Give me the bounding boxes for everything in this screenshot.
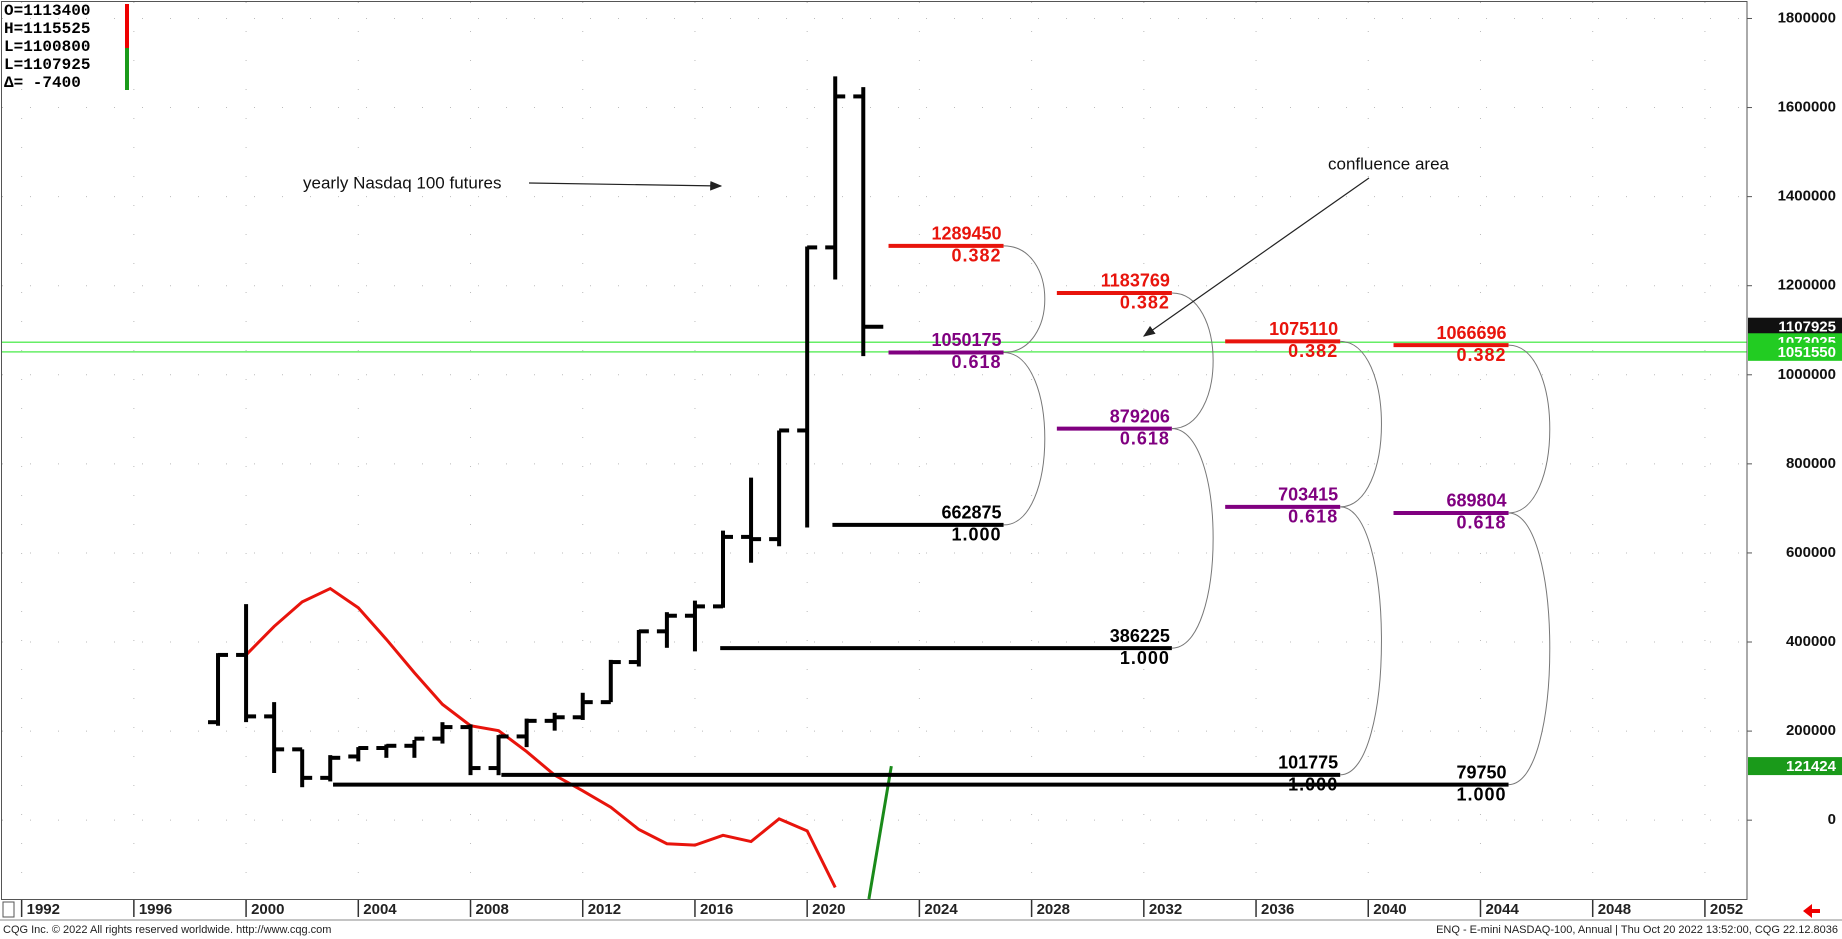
info-bar-green: [125, 48, 129, 90]
x-tick-label: 2044: [1485, 901, 1519, 918]
fib-arc: [1171, 428, 1214, 649]
fib-arc: [1508, 512, 1551, 786]
fib-arc: [1340, 340, 1382, 508]
annotation-arrow: [528, 181, 723, 191]
x-tick-label: 2012: [588, 901, 621, 918]
annotation: confluence area: [1328, 154, 1450, 173]
fib-ratio: 0.382: [1120, 293, 1170, 313]
fib-value: 1289450: [931, 224, 1001, 244]
footer-left: CQG Inc. © 2022 All rights reserved worl…: [3, 924, 331, 936]
fib-ratio: 1.000: [1288, 775, 1338, 795]
x-tick-label: 2008: [476, 901, 509, 918]
y-tick-label: 600000: [1786, 544, 1836, 561]
y-tick-label: 1000000: [1778, 366, 1836, 383]
fib-ratio: 0.382: [1288, 341, 1338, 361]
fib-ratio: 0.618: [952, 352, 1002, 372]
x-tick-label: 2052: [1710, 901, 1743, 918]
annotation: yearly Nasdaq 100 futures: [303, 173, 501, 192]
x-tick-label: 2048: [1598, 901, 1631, 918]
y-tick-label: 400000: [1786, 633, 1836, 650]
fib-arc: [1340, 506, 1382, 776]
annotation-arrow: [1143, 177, 1370, 337]
x-tick-label: 1992: [27, 901, 60, 918]
price-marker: [1748, 317, 1842, 336]
overlay: 0 200000 400000 600000 800000 1000000 1200000 1…: [4, 2, 1842, 918]
info-line: O=1113400: [4, 2, 90, 20]
fib-value: 386225: [1110, 626, 1170, 646]
fib-arc: [1508, 344, 1551, 514]
price-marker-label: 121424: [1786, 758, 1837, 775]
y-tick-label: 200000: [1786, 722, 1836, 739]
fib-ratio: 0.618: [1456, 513, 1506, 533]
x-tick-label: 2024: [924, 901, 958, 918]
x-tick-label: 2028: [1037, 901, 1070, 918]
fib-ratio: 0.382: [952, 246, 1002, 266]
x-tick-label: 2016: [700, 901, 733, 918]
y-tick-label: 0: [1828, 811, 1836, 828]
fib-arc: [1003, 351, 1046, 526]
y-tick-label: 1600000: [1778, 99, 1836, 116]
fib-ratio: 0.618: [1120, 428, 1170, 448]
fib-value: 689804: [1446, 491, 1506, 511]
indicator-line: [867, 765, 893, 899]
scroll-box[interactable]: [2, 901, 15, 918]
price-marker-label: 1051550: [1778, 344, 1836, 361]
fib-value: 79750: [1456, 762, 1506, 782]
info-line: L=1107925: [4, 56, 90, 74]
footer-right: ENQ - E-mini NASDAQ-100, Annual | Thu Oc…: [1436, 924, 1838, 936]
x-tick-label: 2020: [812, 901, 845, 918]
price-marker: [1748, 757, 1842, 776]
fib-ratio: 1.000: [952, 525, 1002, 545]
info-bar-red: [125, 4, 129, 48]
x-tick-label: 2004: [363, 901, 397, 918]
info-line: H=1115525: [4, 20, 90, 38]
indicator-line: [245, 586, 837, 889]
fib-arc: [1171, 292, 1214, 430]
x-tick-label: 2000: [251, 901, 284, 918]
info-line: Δ= -7400: [4, 74, 81, 92]
fib-ratio: 1.000: [1120, 648, 1170, 668]
y-tick-label: 1800000: [1778, 9, 1836, 26]
fib-arc: [1003, 245, 1046, 353]
plot-border: [1, 1, 1748, 900]
x-tick-label: 2040: [1373, 901, 1406, 918]
fib-value: 1075110: [1269, 319, 1338, 339]
fib-value: 703415: [1278, 485, 1338, 505]
fib-value: 1066696: [1436, 323, 1506, 343]
fib-value: 1050175: [931, 330, 1001, 350]
fib-ratio: 0.382: [1456, 345, 1506, 365]
y-tick-label: 800000: [1786, 455, 1836, 472]
x-tick-label: 2032: [1149, 901, 1182, 918]
x-tick-label: 1996: [139, 901, 172, 918]
plot-area: [2, 2, 1747, 899]
fib-ratio: 0.618: [1288, 507, 1338, 527]
y-tick-label: 1400000: [1778, 188, 1836, 205]
fib-value: 1183769: [1101, 271, 1170, 291]
fib-value: 879206: [1110, 406, 1170, 426]
x-tick-label: 2036: [1261, 901, 1294, 918]
info-line: L=1100800: [4, 38, 90, 56]
fib-value: 101775: [1278, 753, 1338, 773]
scroll-arrow[interactable]: [1803, 904, 1820, 918]
fib-ratio: 1.000: [1456, 784, 1506, 804]
fib-value: 662875: [941, 503, 1001, 523]
price-marker-label: 1107925: [1778, 319, 1836, 336]
price-marker: [1748, 342, 1842, 361]
y-tick-label: 1200000: [1778, 277, 1836, 294]
